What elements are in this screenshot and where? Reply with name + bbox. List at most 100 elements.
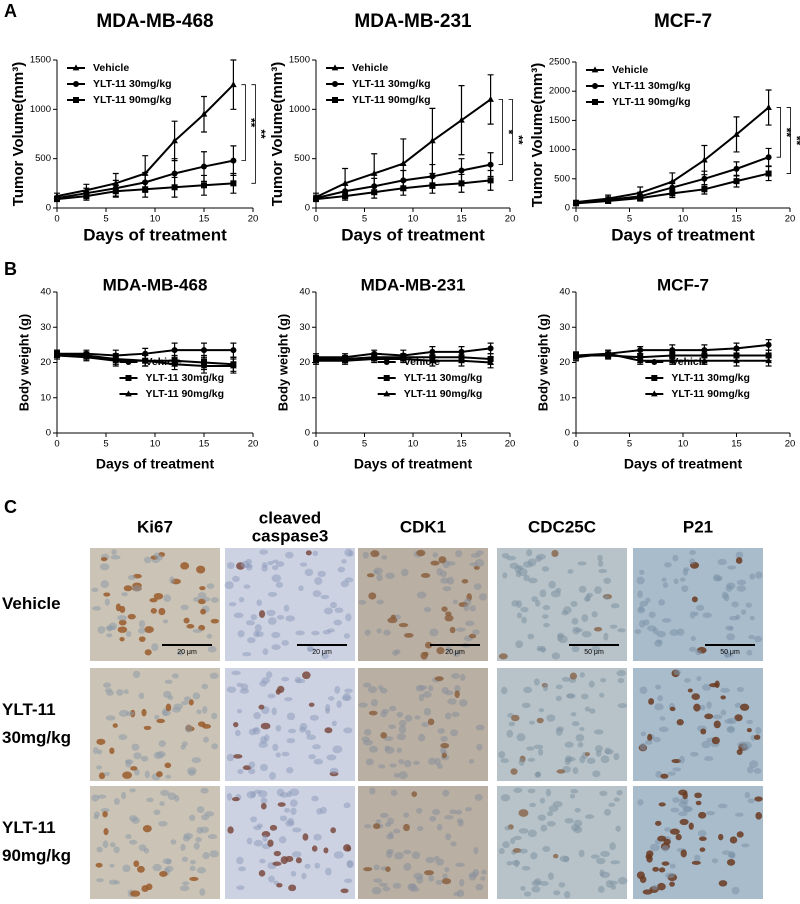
cell-nucleus [749, 760, 759, 769]
cell-nucleus [748, 634, 755, 640]
cell-nucleus [248, 768, 256, 775]
cell-nucleus [546, 714, 556, 722]
cell-nucleus [180, 562, 190, 570]
cell-nucleus [564, 818, 574, 824]
cell-nucleus [551, 549, 559, 558]
cell-nucleus [156, 718, 165, 724]
cell-nucleus [256, 599, 263, 606]
cell-nucleus [445, 646, 452, 653]
cell-nucleus [118, 619, 127, 626]
cell-nucleus [506, 729, 514, 738]
legend-label: YLT-11 30mg/kg [352, 78, 431, 90]
cell-nucleus [501, 686, 508, 695]
cell-nucleus [746, 727, 752, 733]
cell-nucleus [358, 599, 367, 605]
cell-nucleus [566, 693, 575, 699]
cell-nucleus [211, 712, 218, 720]
x-tick-label: 20 [248, 439, 259, 450]
marker [733, 178, 740, 185]
cell-nucleus [97, 794, 107, 799]
cell-nucleus [437, 728, 445, 734]
cell-nucleus [324, 727, 333, 734]
cell-nucleus [689, 558, 696, 565]
cell-nucleus [711, 858, 719, 864]
cell-nucleus [648, 698, 655, 705]
cell-nucleus [108, 879, 118, 885]
cell-nucleus [199, 586, 206, 591]
cell-nucleus [510, 714, 520, 722]
cell-nucleus [591, 611, 598, 618]
cell-nucleus [452, 599, 458, 605]
cell-nucleus [344, 577, 354, 583]
cell-nucleus [396, 733, 407, 741]
significance-bracket [508, 99, 513, 181]
cell-nucleus [657, 835, 667, 842]
cell-nucleus [442, 873, 448, 880]
cell-nucleus [272, 565, 279, 571]
cell-nucleus [281, 640, 289, 646]
column-header: P21 [683, 517, 713, 536]
cell-nucleus [613, 797, 620, 802]
cell-nucleus [181, 700, 189, 706]
cell-nucleus [608, 802, 616, 807]
marker [429, 357, 436, 364]
cell-nucleus [679, 577, 686, 582]
cell-nucleus [150, 607, 157, 614]
cell-nucleus [394, 852, 404, 860]
marker [201, 347, 207, 354]
marker [200, 362, 208, 369]
marker [83, 353, 90, 360]
cell-nucleus [672, 767, 682, 772]
cell-nucleus [749, 573, 756, 580]
cell-nucleus [423, 651, 429, 657]
marker [701, 352, 708, 359]
cell-nucleus [530, 852, 538, 860]
cell-nucleus [444, 614, 454, 622]
cell-nucleus [290, 807, 297, 815]
cell-nucleus [475, 883, 484, 891]
ihc-image [358, 668, 488, 781]
cell-nucleus [680, 849, 687, 858]
ihc-image [90, 786, 220, 899]
cell-nucleus [231, 796, 240, 802]
cell-nucleus [340, 888, 349, 894]
cell-nucleus [112, 723, 118, 728]
cell-nucleus [753, 635, 763, 643]
cell-nucleus [449, 626, 456, 634]
cell-nucleus [454, 684, 461, 693]
cell-nucleus [754, 796, 763, 802]
cell-nucleus [388, 831, 394, 839]
cell-nucleus [204, 811, 215, 817]
cell-nucleus [689, 611, 696, 619]
cell-nucleus [481, 869, 487, 875]
cell-nucleus [398, 719, 407, 727]
x-tick-label: 5 [103, 439, 108, 450]
x-tick-label: 10 [678, 214, 689, 225]
cell-nucleus [113, 798, 120, 805]
cell-nucleus [436, 646, 445, 655]
marker [733, 130, 740, 137]
cell-nucleus [109, 747, 115, 755]
cell-nucleus [337, 566, 346, 573]
cell-nucleus [515, 570, 522, 578]
legend-label: Vehicle [612, 64, 648, 76]
cell-nucleus [96, 846, 103, 853]
cell-nucleus [440, 735, 448, 742]
cell-nucleus [678, 800, 688, 808]
x-tick-label: 15 [456, 439, 467, 450]
y-axis-label: Body weight (g) [16, 314, 31, 412]
cell-nucleus [331, 720, 337, 727]
marker [370, 169, 378, 176]
cell-nucleus [428, 685, 434, 692]
cell-nucleus [286, 790, 292, 798]
cell-nucleus [548, 580, 556, 589]
cell-nucleus [193, 596, 200, 602]
cell-nucleus [188, 699, 194, 706]
x-tick-label: 20 [785, 214, 796, 225]
cell-nucleus [691, 860, 701, 865]
cell-nucleus [604, 747, 612, 755]
cell-nucleus [173, 703, 183, 710]
cell-nucleus [149, 597, 158, 603]
cell-nucleus [721, 591, 729, 599]
cell-nucleus [669, 863, 676, 869]
